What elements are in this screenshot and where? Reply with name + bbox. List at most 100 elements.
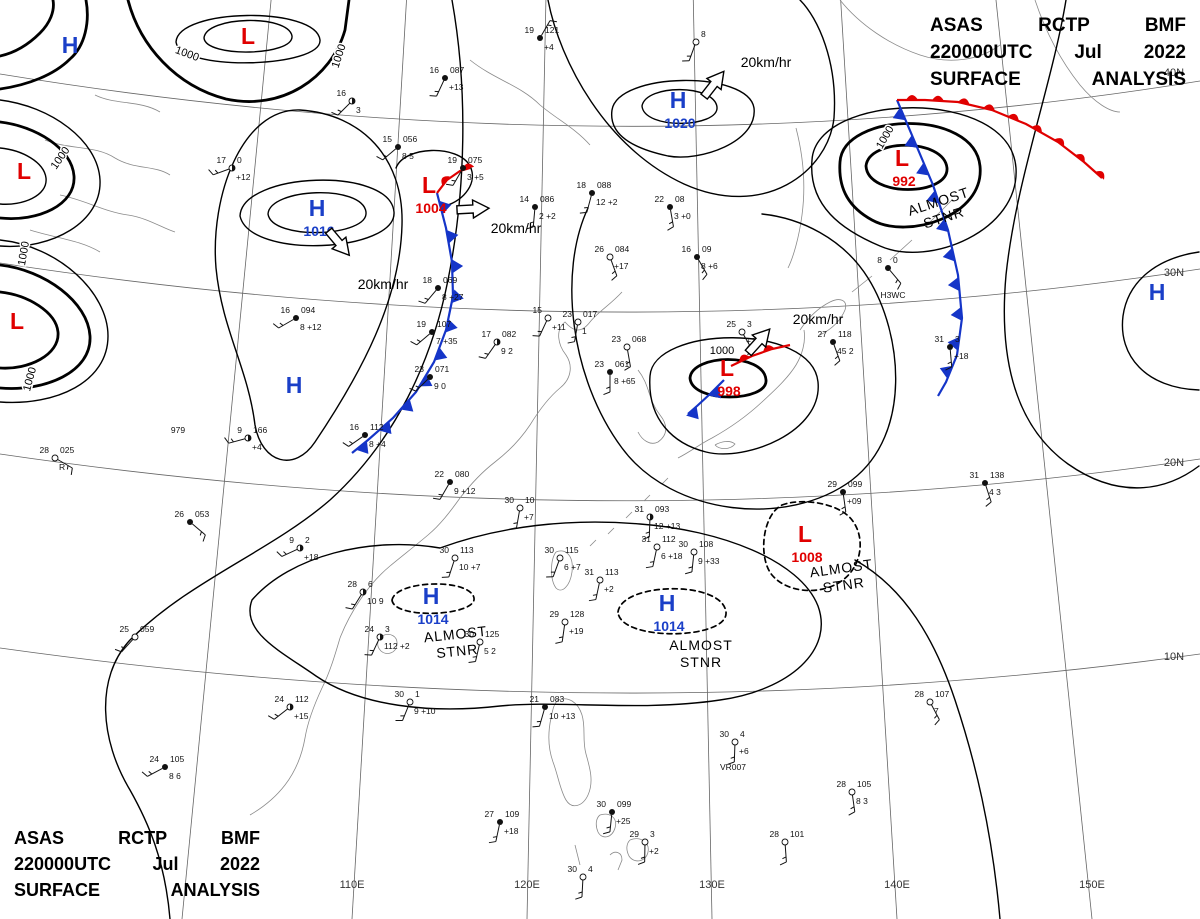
station-pressure-code: 093 bbox=[655, 504, 669, 514]
pressure-center-letter: H bbox=[62, 32, 79, 58]
wind-barb bbox=[586, 195, 592, 213]
station-extra: +09 bbox=[847, 496, 862, 506]
chart-title-bottom-left: ASAS RCTP BMF 220000UTC Jul 2022 SURFACE… bbox=[14, 825, 260, 903]
map-text: H3WC bbox=[880, 290, 905, 300]
pressure-center-letter: H bbox=[659, 590, 676, 616]
station-extra: 10 +7 bbox=[459, 562, 481, 572]
station-plot: 18 069 8 +27 bbox=[418, 275, 464, 304]
isobar-label: 1000 bbox=[21, 366, 39, 393]
isobar bbox=[611, 79, 755, 158]
station-extra: 5 2 bbox=[484, 646, 496, 656]
station-pressure-code: 1 bbox=[415, 689, 420, 699]
station-pressure-code: 138 bbox=[990, 470, 1004, 480]
latitude-label: 30N bbox=[1164, 267, 1184, 279]
station-pressure-code: 107 bbox=[437, 319, 451, 329]
pressure-center-value: 1014 bbox=[653, 618, 684, 634]
station-temperature: 8 bbox=[877, 255, 882, 265]
station-temperature: 16 bbox=[281, 305, 291, 315]
pressure-center-l: L bbox=[17, 158, 31, 184]
isobar bbox=[1003, 0, 1200, 489]
pressure-center-letter: L bbox=[241, 23, 255, 49]
wind-barb bbox=[648, 519, 651, 538]
station-pressure-code: 128 bbox=[570, 609, 584, 619]
station-extra: +18 bbox=[304, 552, 319, 562]
wind-barb bbox=[595, 582, 600, 600]
speed-label: 20km/hr bbox=[793, 311, 844, 327]
station-plot: 27 118 45 2 bbox=[818, 329, 854, 366]
latitude-label: 10N bbox=[1164, 651, 1184, 663]
isobar-1000 bbox=[0, 0, 55, 58]
station-pressure-code: 071 bbox=[435, 364, 449, 374]
station-plot: 31 138 4 3 bbox=[970, 470, 1004, 507]
wind-barb bbox=[228, 438, 246, 444]
station-plot: 24 3 112 +2 bbox=[364, 624, 410, 656]
wind-barb bbox=[516, 510, 520, 528]
isobar bbox=[854, 559, 1001, 919]
station-pressure-code: 3 bbox=[747, 319, 752, 329]
station-temperature: 21 bbox=[530, 694, 540, 704]
station-extra: +2 bbox=[649, 846, 659, 856]
map-text: VR007 bbox=[720, 762, 746, 772]
cold-front-triangle bbox=[942, 247, 955, 262]
wind-barb bbox=[609, 814, 613, 832]
station-temperature: 30 bbox=[440, 545, 450, 555]
wind-barb bbox=[733, 744, 736, 763]
station-plot: 30 099 +25 bbox=[597, 799, 631, 835]
station-pressure-code: 017 bbox=[583, 309, 597, 319]
station-extra: +7 bbox=[524, 512, 534, 522]
station-pressure-code: 105 bbox=[170, 754, 184, 764]
station-plot: 17 082 9 2 bbox=[478, 329, 516, 359]
speed-label: 20km/hr bbox=[491, 220, 542, 236]
station-pressure-code: 10 bbox=[525, 495, 535, 505]
station-temperature: 30 bbox=[395, 689, 405, 699]
station-pressure-code: 166 bbox=[253, 425, 267, 435]
wind-barb bbox=[670, 209, 674, 227]
station-temperature: 30 bbox=[720, 729, 730, 739]
station-temperature: 23 bbox=[563, 309, 573, 319]
station-temperature: 26 bbox=[595, 244, 605, 254]
warm-front-semicircle bbox=[1075, 153, 1085, 163]
station-temperature: 24 bbox=[275, 694, 285, 704]
station-temperature: 24 bbox=[150, 754, 160, 764]
wind-barb bbox=[348, 436, 363, 447]
warm-front-semicircle bbox=[906, 95, 918, 100]
longitude-label: 150E bbox=[1079, 879, 1105, 891]
cold-front-triangle bbox=[686, 406, 699, 420]
cold-front bbox=[351, 192, 464, 454]
isobar bbox=[0, 239, 109, 404]
station-temperature: 24 bbox=[365, 624, 375, 634]
pressure-center-letter: L bbox=[895, 145, 909, 171]
movement-arrow bbox=[324, 227, 351, 257]
station-temperature: 28 bbox=[40, 445, 50, 455]
coastline-taiwan bbox=[551, 550, 573, 591]
warm-front-semicircle bbox=[1054, 138, 1065, 147]
cold-front-triangle bbox=[926, 190, 940, 204]
pressure-center-letter: L bbox=[10, 308, 24, 334]
latitude-line bbox=[0, 647, 1200, 694]
station-temperature: 29 bbox=[550, 609, 560, 619]
station-plot: 16 112 8 +4 bbox=[342, 422, 386, 449]
wind-barb bbox=[581, 879, 584, 897]
station-plot: 9 2 +18 bbox=[276, 535, 319, 562]
station-temperature: 31 bbox=[635, 504, 645, 514]
cold-front-triangle bbox=[434, 347, 448, 361]
station-plot: 24 105 8 6 bbox=[141, 754, 184, 781]
wind-barb bbox=[213, 168, 230, 176]
isobar-1000 bbox=[126, 0, 351, 103]
title-line-2: 220000UTC Jul 2022 bbox=[930, 42, 1186, 63]
coastline-hainan bbox=[377, 634, 398, 654]
wind-barb bbox=[121, 638, 134, 653]
station-temperature: 28 bbox=[770, 829, 780, 839]
wind-barb bbox=[191, 523, 206, 536]
cold-front-triangle bbox=[438, 200, 452, 215]
station-pressure-code: 087 bbox=[450, 65, 464, 75]
station-temperature: 23 bbox=[415, 364, 425, 374]
wind-barb bbox=[371, 639, 380, 656]
wind-barb bbox=[851, 794, 856, 812]
longitude-line bbox=[181, 0, 272, 919]
isobar-1000 bbox=[0, 263, 92, 390]
coastline-korea bbox=[637, 369, 667, 444]
isobar bbox=[811, 107, 1017, 253]
station-plot: 31 093 12 +13 bbox=[635, 504, 681, 540]
